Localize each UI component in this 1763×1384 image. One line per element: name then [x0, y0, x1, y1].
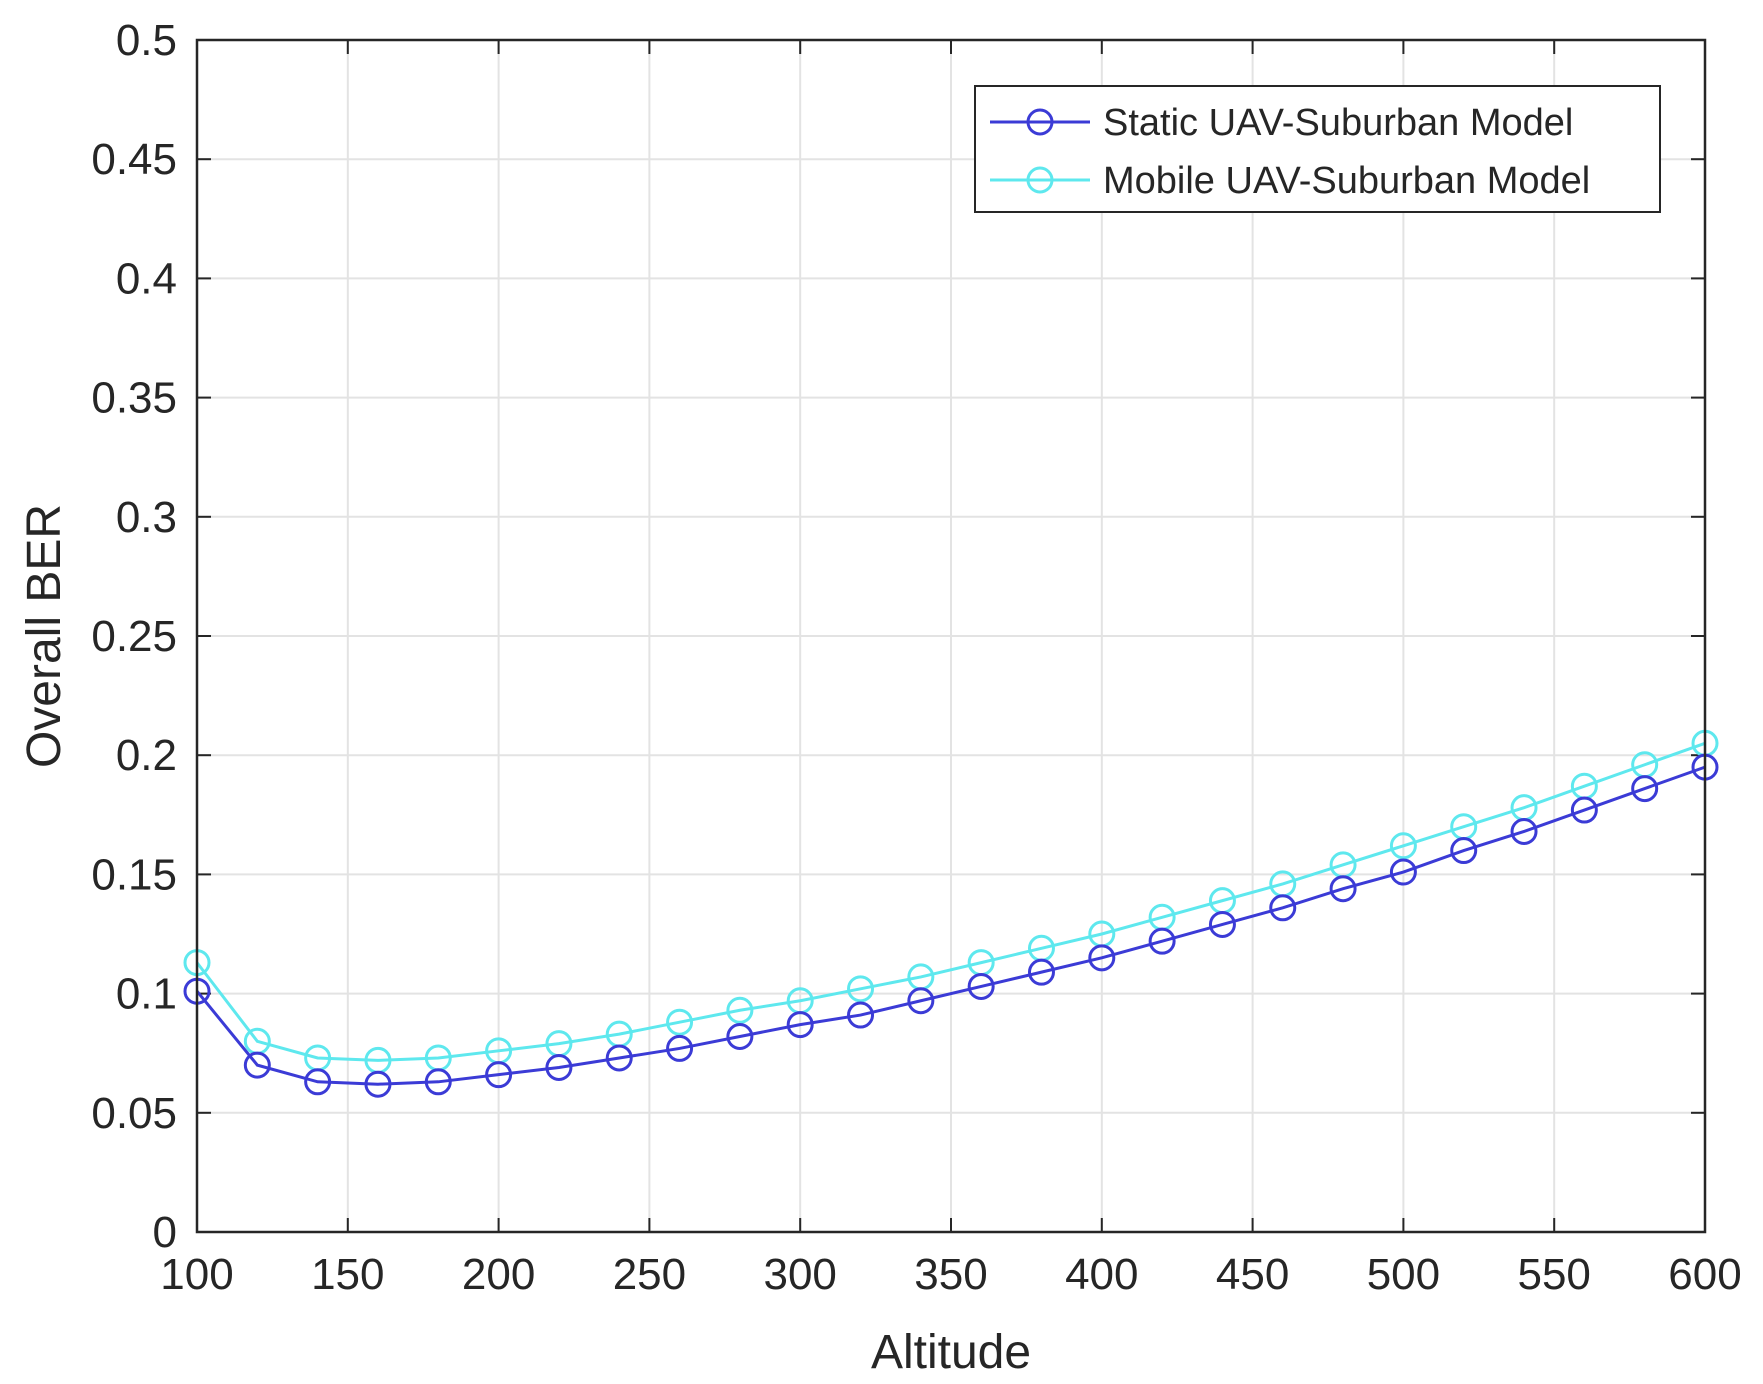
- legend-entry: Static UAV-Suburban Model: [990, 102, 1573, 144]
- data-point: [1631, 775, 1659, 803]
- legend: Static UAV-Suburban Model Mobile UAV-Subu…: [974, 85, 1661, 213]
- data-point: [786, 1011, 814, 1039]
- series-0: [183, 753, 1719, 1098]
- data-point: [1389, 832, 1417, 860]
- data-series: [183, 729, 1719, 1098]
- x-tick-label: 550: [1517, 1250, 1590, 1299]
- data-point: [847, 1001, 875, 1029]
- data-point: [304, 1068, 332, 1096]
- x-tick-label: 300: [763, 1250, 836, 1299]
- legend-marker: [1026, 166, 1054, 194]
- data-point: [726, 1023, 754, 1051]
- legend-label: Mobile UAV-Suburban Model: [1103, 160, 1590, 202]
- y-tick-label: 0.2: [116, 731, 177, 780]
- data-point: [1510, 817, 1538, 845]
- y-axis-label: Overall BER: [18, 504, 71, 768]
- data-point: [666, 1034, 694, 1062]
- y-tick-label: 0.25: [91, 612, 177, 661]
- x-axis-label: Altitude: [871, 1326, 1031, 1379]
- data-point: [1088, 944, 1116, 972]
- y-tick-label: 0.3: [116, 493, 177, 542]
- legend-marker: [1026, 108, 1054, 136]
- legend-box: [974, 85, 1661, 213]
- data-point: [1027, 958, 1055, 986]
- data-point: [847, 975, 875, 1003]
- legend-entry: Mobile UAV-Suburban Model: [990, 160, 1590, 202]
- x-tick-labels: 100 150 200 250 300 350 400 450 500 550 600: [160, 1250, 1741, 1299]
- data-point: [907, 987, 935, 1015]
- data-point: [967, 972, 995, 1000]
- data-point: [1329, 875, 1357, 903]
- data-point: [364, 1070, 392, 1098]
- data-point: [1570, 796, 1598, 824]
- x-tick-label: 350: [914, 1250, 987, 1299]
- data-point: [1450, 837, 1478, 865]
- x-tick-label: 150: [311, 1250, 384, 1299]
- y-tick-label: 0.45: [91, 135, 177, 184]
- x-tick-label: 100: [160, 1250, 233, 1299]
- data-point: [1148, 927, 1176, 955]
- y-tick-label: 0.1: [116, 970, 177, 1019]
- x-tick-label: 500: [1367, 1250, 1440, 1299]
- y-tick-label: 0.15: [91, 850, 177, 899]
- data-point: [485, 1061, 513, 1089]
- y-tick-label: 0.05: [91, 1089, 177, 1138]
- data-point: [1208, 910, 1236, 938]
- data-point: [1269, 894, 1297, 922]
- y-tick-label: 0.4: [116, 254, 177, 303]
- data-point: [605, 1044, 633, 1072]
- data-point: [243, 1051, 271, 1079]
- axes-box: [195, 38, 1707, 1234]
- y-tick-label: 0: [153, 1208, 177, 1257]
- x-tick-label: 200: [462, 1250, 535, 1299]
- data-point: [1389, 858, 1417, 886]
- y-tick-label: 0.5: [116, 16, 177, 65]
- data-point: [545, 1054, 573, 1082]
- x-tick-label: 450: [1216, 1250, 1289, 1299]
- x-tick-label: 400: [1065, 1250, 1138, 1299]
- data-point: [666, 1008, 694, 1036]
- y-tick-labels: 0 0.05 0.1 0.15 0.2 0.25 0.3 0.35 0.4 0.45 0.5: [91, 16, 177, 1257]
- legend-label: Static UAV-Suburban Model: [1103, 102, 1573, 144]
- x-tick-label: 250: [613, 1250, 686, 1299]
- x-tick-label: 600: [1668, 1250, 1741, 1299]
- y-tick-label: 0.35: [91, 374, 177, 423]
- data-point: [424, 1068, 452, 1096]
- data-point: [726, 996, 754, 1024]
